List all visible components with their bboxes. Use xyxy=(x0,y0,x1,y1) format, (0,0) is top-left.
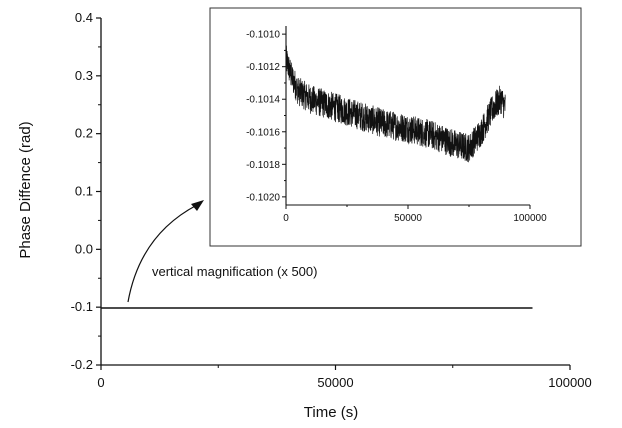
inset-y-tick-label: -0.1020 xyxy=(246,192,280,203)
magnification-annotation: vertical magnification (x 500) xyxy=(152,264,317,279)
inset-y-tick-label: -0.1018 xyxy=(246,160,280,171)
main-y-tick-label: 0.0 xyxy=(75,241,93,256)
inset-y-tick-label: -0.1014 xyxy=(246,95,280,106)
main-x-tick-label: 100000 xyxy=(548,375,591,390)
main-y-tick-label: 0.2 xyxy=(75,126,93,141)
inset-plot: -0.1020 -0.1018 -0.1016 -0.1014 -0.1012 -0.10… xyxy=(209,7,582,247)
main-x-tick-label: 0 xyxy=(97,375,104,390)
main-x-tick-label: 50000 xyxy=(317,375,353,390)
main-y-tick-label: 0.4 xyxy=(75,10,93,25)
main-y-ticks: -0.2 -0.1 0.0 0.1 0.2 0.3 0.4 xyxy=(71,10,101,372)
main-y-tick-label: 0.1 xyxy=(75,184,93,199)
inset-x-tick-label: 0 xyxy=(283,213,289,224)
inset-y-tick-label: -0.1010 xyxy=(246,30,280,41)
inset-x-ticks: 0 50000 100000 xyxy=(283,205,547,224)
inset-x-tick-label: 50000 xyxy=(394,213,422,224)
inset-series-line xyxy=(285,45,506,163)
annotation-arrow xyxy=(127,204,198,303)
main-y-tick-label: -0.1 xyxy=(71,299,93,314)
y-axis-title: Phase Diffence (rad) xyxy=(17,121,34,258)
inset-y-ticks: -0.1020 -0.1018 -0.1016 -0.1014 -0.1012 -0.10… xyxy=(246,30,286,203)
x-axis-title: Time (s) xyxy=(304,404,358,421)
inset-y-tick-label: -0.1016 xyxy=(246,127,280,138)
annotation-arrow-head xyxy=(191,200,204,211)
main-x-ticks: 0 50000 100000 xyxy=(97,365,592,390)
inset-x-tick-label: 100000 xyxy=(513,213,547,224)
inset-series xyxy=(285,45,506,163)
main-plot: -0.2 -0.1 0.0 0.1 0.2 0.3 0.4 0 50000 100000 Tim… xyxy=(17,10,592,421)
inset-y-tick-label: -0.1012 xyxy=(246,62,280,73)
main-y-tick-label: 0.3 xyxy=(75,68,93,83)
main-y-tick-label: -0.2 xyxy=(71,357,93,372)
